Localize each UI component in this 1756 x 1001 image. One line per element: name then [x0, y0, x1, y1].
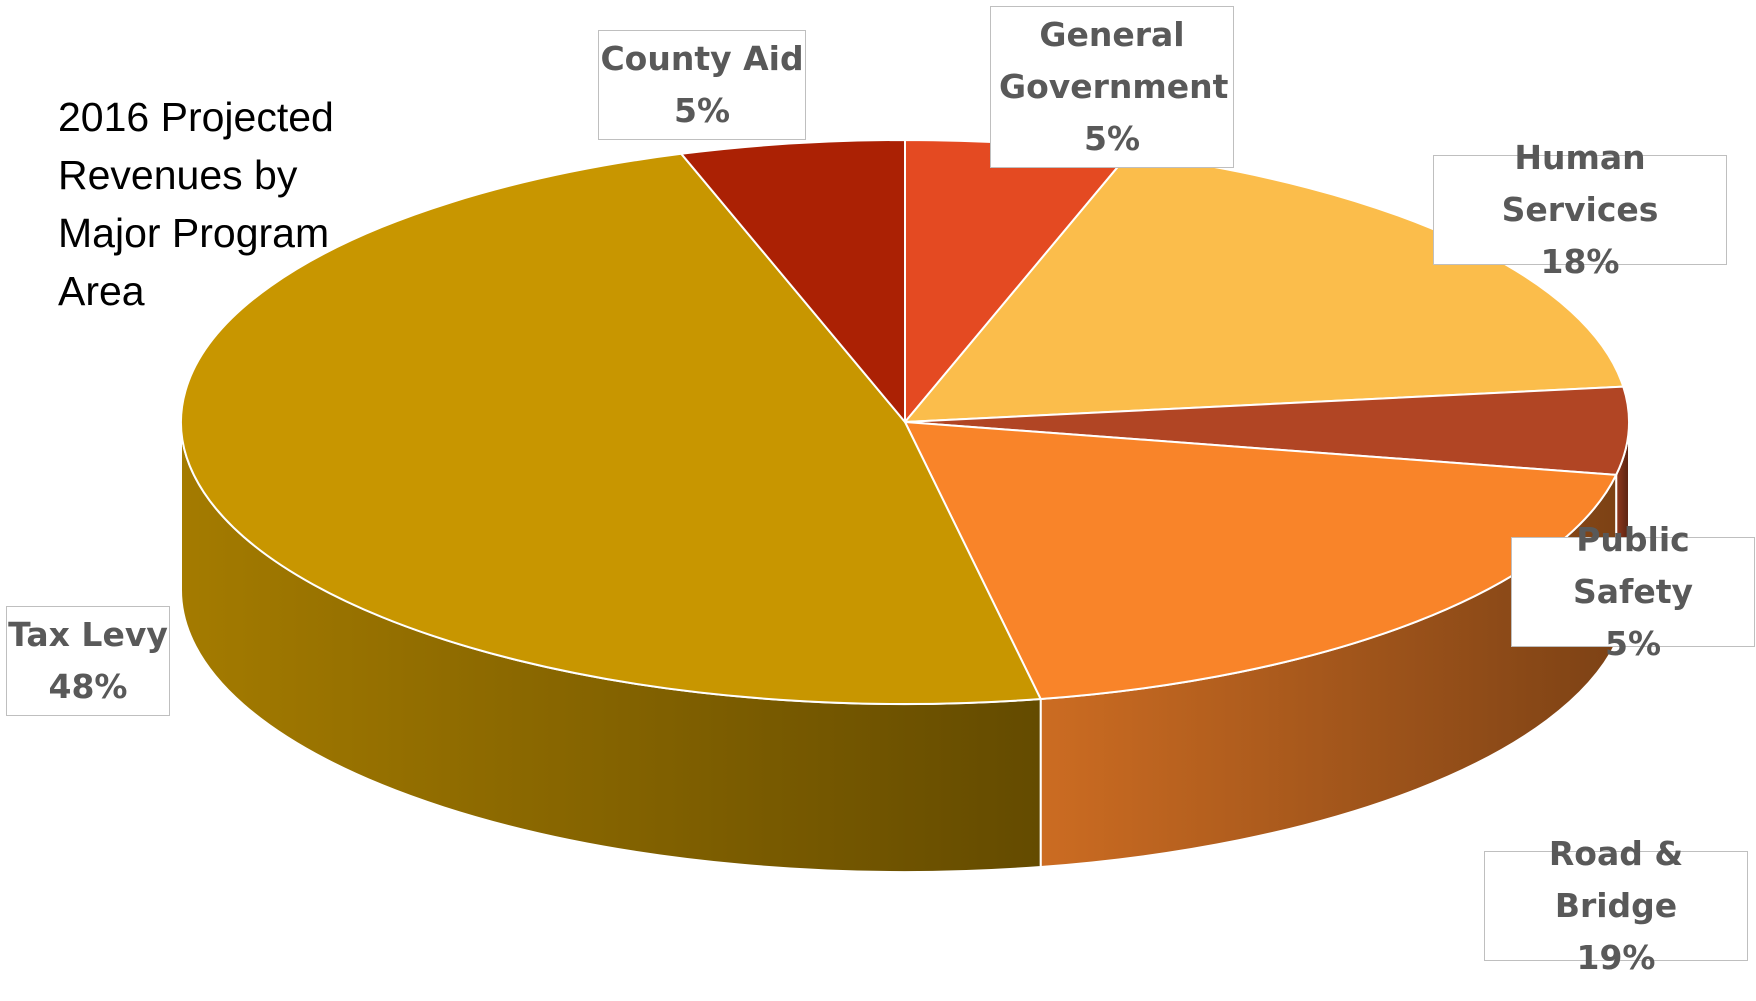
data-label-general-government-value: 5% [1083, 119, 1141, 158]
data-label-general-government-name: General Government [999, 15, 1229, 106]
data-label-county-aid: County Aid 5% [598, 30, 806, 140]
data-label-tax-levy-value: 48% [48, 667, 128, 706]
data-label-road-bridge: Road & Bridge 19% [1484, 834, 1748, 977]
pie-slice-public-safety [904, 385, 1630, 476]
data-label-general-government: General Government 5% [990, 6, 1234, 168]
data-label-road-bridge-name: Road & Bridge [1548, 834, 1684, 925]
data-label-public-safety-name: Public Safety [1572, 520, 1694, 611]
pie-slice-county-aid [679, 138, 906, 425]
data-label-county-aid-value: 5% [673, 91, 731, 130]
data-label-human-services-name: Human Services [1501, 138, 1659, 229]
data-label-county-aid-name: County Aid [600, 39, 804, 78]
data-label-tax-levy-name: Tax Levy [8, 615, 168, 654]
pie-slice-road-bridge [903, 420, 1618, 701]
data-label-human-services: Human Services 18% [1433, 138, 1727, 281]
data-label-public-safety-value: 5% [1604, 624, 1662, 663]
data-label-human-services-value: 18% [1540, 242, 1620, 281]
data-label-public-safety: Public Safety 5% [1511, 520, 1755, 663]
pie-slice-tax-levy [180, 152, 1043, 705]
data-label-tax-levy: Tax Levy 48% [6, 606, 170, 716]
chart-title: 2016 Projected Revenues by Major Program… [58, 94, 334, 314]
data-label-road-bridge-value: 19% [1576, 938, 1656, 977]
